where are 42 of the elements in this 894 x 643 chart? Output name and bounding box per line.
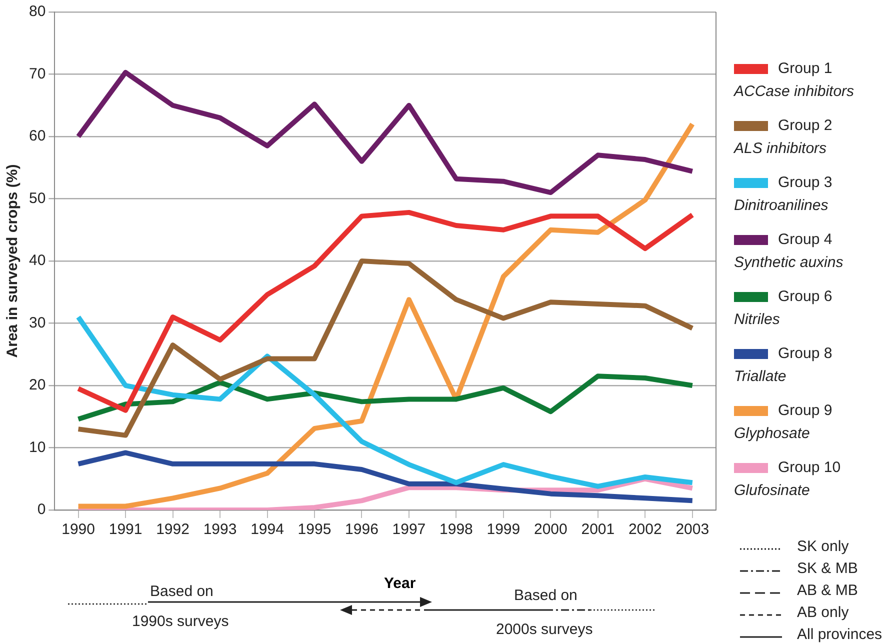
x-tick-label: 2003	[676, 521, 710, 538]
x-tick-label: 1998	[440, 521, 473, 538]
x-tick-label: 1992	[156, 521, 190, 538]
legend-label: Group 6 Nitriles	[734, 288, 834, 328]
text: AB & MB	[797, 582, 858, 599]
text: SK only	[797, 538, 849, 555]
x-tick-label: 2001	[581, 521, 615, 538]
text: Based on	[150, 583, 214, 600]
legend-label: Group 10 Glufosinate	[734, 459, 842, 499]
x-tick-label: 1996	[345, 521, 378, 538]
y-tick-label: 0	[37, 501, 46, 518]
y-tick-label: 60	[28, 128, 46, 145]
y-tick-label: 50	[28, 190, 46, 207]
legend-label: Group 9 Glyphosate	[734, 402, 834, 442]
x-tick-label: 1994	[250, 521, 284, 538]
legend-label: Group 8 Triallate	[734, 345, 834, 385]
x-tick-label: 1997	[392, 521, 426, 538]
x-tick-label: 1990	[62, 521, 95, 538]
x-tick-label: 2000	[534, 521, 568, 538]
x-tick-label: 1991	[108, 521, 142, 538]
x-tick-label: 1995	[298, 521, 332, 538]
y-tick-label: 30	[28, 314, 46, 332]
y-tick-label: 20	[28, 376, 46, 394]
text: Based on	[514, 587, 578, 604]
y-tick-label: 10	[28, 438, 46, 456]
legend-label: Group 2 ALS inhibitors	[734, 117, 834, 157]
x-axis-title: Year	[384, 575, 416, 592]
legend-label: Group 4 Synthetic auxins	[734, 231, 844, 271]
y-tick-label: 40	[28, 252, 46, 270]
y-tick-label: 80	[28, 3, 46, 20]
text: SK & MB	[797, 560, 858, 577]
y-axis-title: Area in surveyed crops (%)	[4, 164, 22, 358]
x-tick-label: 2002	[628, 521, 662, 538]
text: 2000s surveys	[496, 621, 593, 638]
text: AB only	[797, 604, 849, 621]
text: 1990s surveys	[132, 613, 229, 630]
legend-label: Group 3 Dinitroanilines	[734, 174, 834, 214]
x-tick-label: 1993	[203, 521, 237, 538]
legend-label: Group 1 ACCase inhibitors	[734, 60, 854, 100]
y-tick-label: 70	[28, 65, 46, 82]
text: All provinces	[797, 626, 882, 643]
x-tick-label: 1999	[486, 521, 520, 538]
